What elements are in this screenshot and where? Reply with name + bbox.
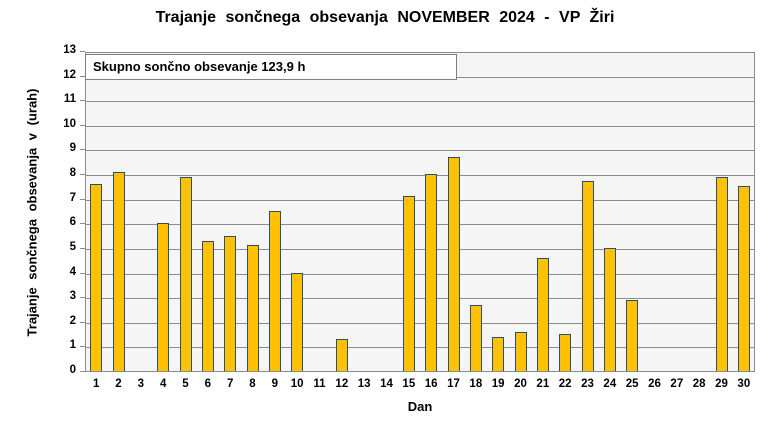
bar-day-5 — [179, 177, 192, 371]
x-tick-label-day-29: 29 — [715, 378, 728, 390]
y-tick-label-2: 2 — [69, 314, 76, 327]
bar-day-18 — [469, 305, 482, 371]
x-tick-label-day-8: 8 — [249, 378, 256, 390]
y-tick-mark-0 — [80, 371, 85, 372]
x-tick-label-day-6: 6 — [204, 378, 212, 390]
bar-day-4 — [157, 223, 170, 371]
y-tick-mark-7 — [80, 198, 85, 200]
x-tick-label-day-26: 26 — [648, 378, 661, 390]
gridline-y-6 — [86, 224, 754, 226]
bar-day-29 — [715, 177, 728, 371]
x-tick-label-day-30: 30 — [737, 378, 751, 390]
bar-day-15 — [402, 196, 415, 371]
y-tick-mark-12 — [80, 75, 85, 77]
bar-day-17 — [447, 157, 460, 371]
x-tick-label-day-22: 22 — [558, 378, 572, 390]
x-tick-label-day-20: 20 — [514, 378, 527, 390]
gridline-y-9 — [86, 150, 754, 152]
x-tick-label-day-11: 11 — [313, 378, 326, 390]
y-tick-mark-2 — [80, 321, 85, 323]
y-tick-label-7: 7 — [69, 191, 76, 204]
y-tick-mark-8 — [80, 174, 85, 176]
x-tick-label-day-17: 17 — [447, 378, 460, 390]
x-tick-label-day-12: 12 — [335, 378, 349, 390]
x-tick-label-day-27: 27 — [670, 378, 684, 390]
y-tick-label-8: 8 — [69, 167, 76, 180]
bar-day-24 — [603, 248, 616, 371]
bar-day-19 — [492, 337, 505, 371]
gridline-y-7 — [86, 199, 754, 201]
gridline-y-5 — [86, 248, 754, 250]
y-tick-mark-6 — [80, 223, 85, 225]
y-tick-label-1: 1 — [69, 339, 76, 352]
gridline-y-3 — [86, 298, 754, 300]
gridline-y-11 — [86, 101, 754, 103]
bar-day-1 — [90, 184, 103, 371]
total-sunshine-annotation: Skupno sončno obsevanje 123,9 h — [85, 54, 457, 80]
x-axis-title: Dan — [407, 399, 433, 414]
y-tick-label-4: 4 — [69, 265, 76, 278]
x-tick-label-day-21: 21 — [536, 378, 550, 390]
x-tick-label-day-15: 15 — [402, 378, 416, 390]
x-tick-label-day-9: 9 — [271, 378, 279, 390]
x-tick-label-day-4: 4 — [159, 378, 167, 390]
x-tick-label-day-2: 2 — [115, 378, 122, 390]
bar-day-7 — [224, 236, 237, 371]
gridline-y-2 — [86, 322, 754, 324]
y-tick-label-11: 11 — [63, 93, 76, 106]
y-tick-label-6: 6 — [69, 216, 76, 229]
x-tick-label-day-19: 19 — [491, 378, 505, 390]
y-tick-label-5: 5 — [69, 240, 76, 253]
y-tick-label-10: 10 — [63, 117, 76, 130]
gridline-y-4 — [86, 273, 754, 275]
y-tick-mark-9 — [80, 149, 85, 151]
x-tick-label-day-23: 23 — [581, 378, 594, 390]
y-tick-mark-1 — [80, 346, 85, 348]
gridline-y-8 — [86, 175, 754, 177]
x-tick-label-day-7: 7 — [226, 378, 234, 390]
x-tick-label-day-24: 24 — [603, 378, 617, 390]
y-tick-label-13: 13 — [63, 44, 76, 56]
bar-day-30 — [737, 186, 750, 371]
bar-day-2 — [112, 172, 125, 371]
y-tick-label-9: 9 — [69, 142, 76, 155]
bar-day-22 — [559, 334, 572, 371]
y-tick-mark-5 — [80, 247, 85, 249]
x-tick-label-day-10: 10 — [290, 378, 304, 390]
y-tick-mark-11 — [80, 100, 85, 102]
x-tick-label-day-1: 1 — [92, 378, 100, 390]
bar-day-10 — [291, 273, 304, 371]
bar-day-8 — [246, 245, 259, 371]
x-tick-label-day-13: 13 — [357, 378, 371, 390]
bar-day-12 — [335, 339, 348, 371]
x-tick-label-day-16: 16 — [424, 378, 438, 390]
x-tick-label-day-14: 14 — [380, 378, 393, 390]
y-tick-mark-10 — [80, 124, 85, 126]
bar-day-25 — [626, 300, 639, 371]
bar-day-6 — [201, 241, 214, 371]
y-tick-mark-3 — [80, 297, 85, 299]
bar-day-16 — [425, 174, 438, 371]
x-tick-label-day-25: 25 — [625, 378, 639, 390]
y-tick-label-0: 0 — [69, 364, 76, 376]
x-tick-label-day-18: 18 — [469, 378, 483, 390]
y-tick-label-12: 12 — [63, 68, 76, 81]
y-tick-mark-4 — [80, 272, 85, 274]
y-axis-title: Trajanje sončnega obsevanja v (urah) — [24, 88, 40, 337]
bar-day-20 — [514, 332, 527, 371]
y-tick-mark-13 — [80, 51, 85, 52]
bar-day-9 — [268, 211, 281, 371]
gridline-y-10 — [86, 125, 754, 127]
x-tick-label-day-28: 28 — [692, 378, 706, 390]
plot-area — [85, 52, 755, 372]
chart-title: Trajanje sončnega obsevanja NOVEMBER 202… — [155, 9, 615, 26]
bar-day-23 — [581, 181, 594, 371]
x-tick-label-day-5: 5 — [182, 378, 189, 390]
bar-day-21 — [536, 258, 549, 371]
y-tick-label-3: 3 — [69, 290, 76, 303]
x-tick-label-day-3: 3 — [137, 378, 145, 390]
gridline-y-1 — [86, 347, 754, 349]
